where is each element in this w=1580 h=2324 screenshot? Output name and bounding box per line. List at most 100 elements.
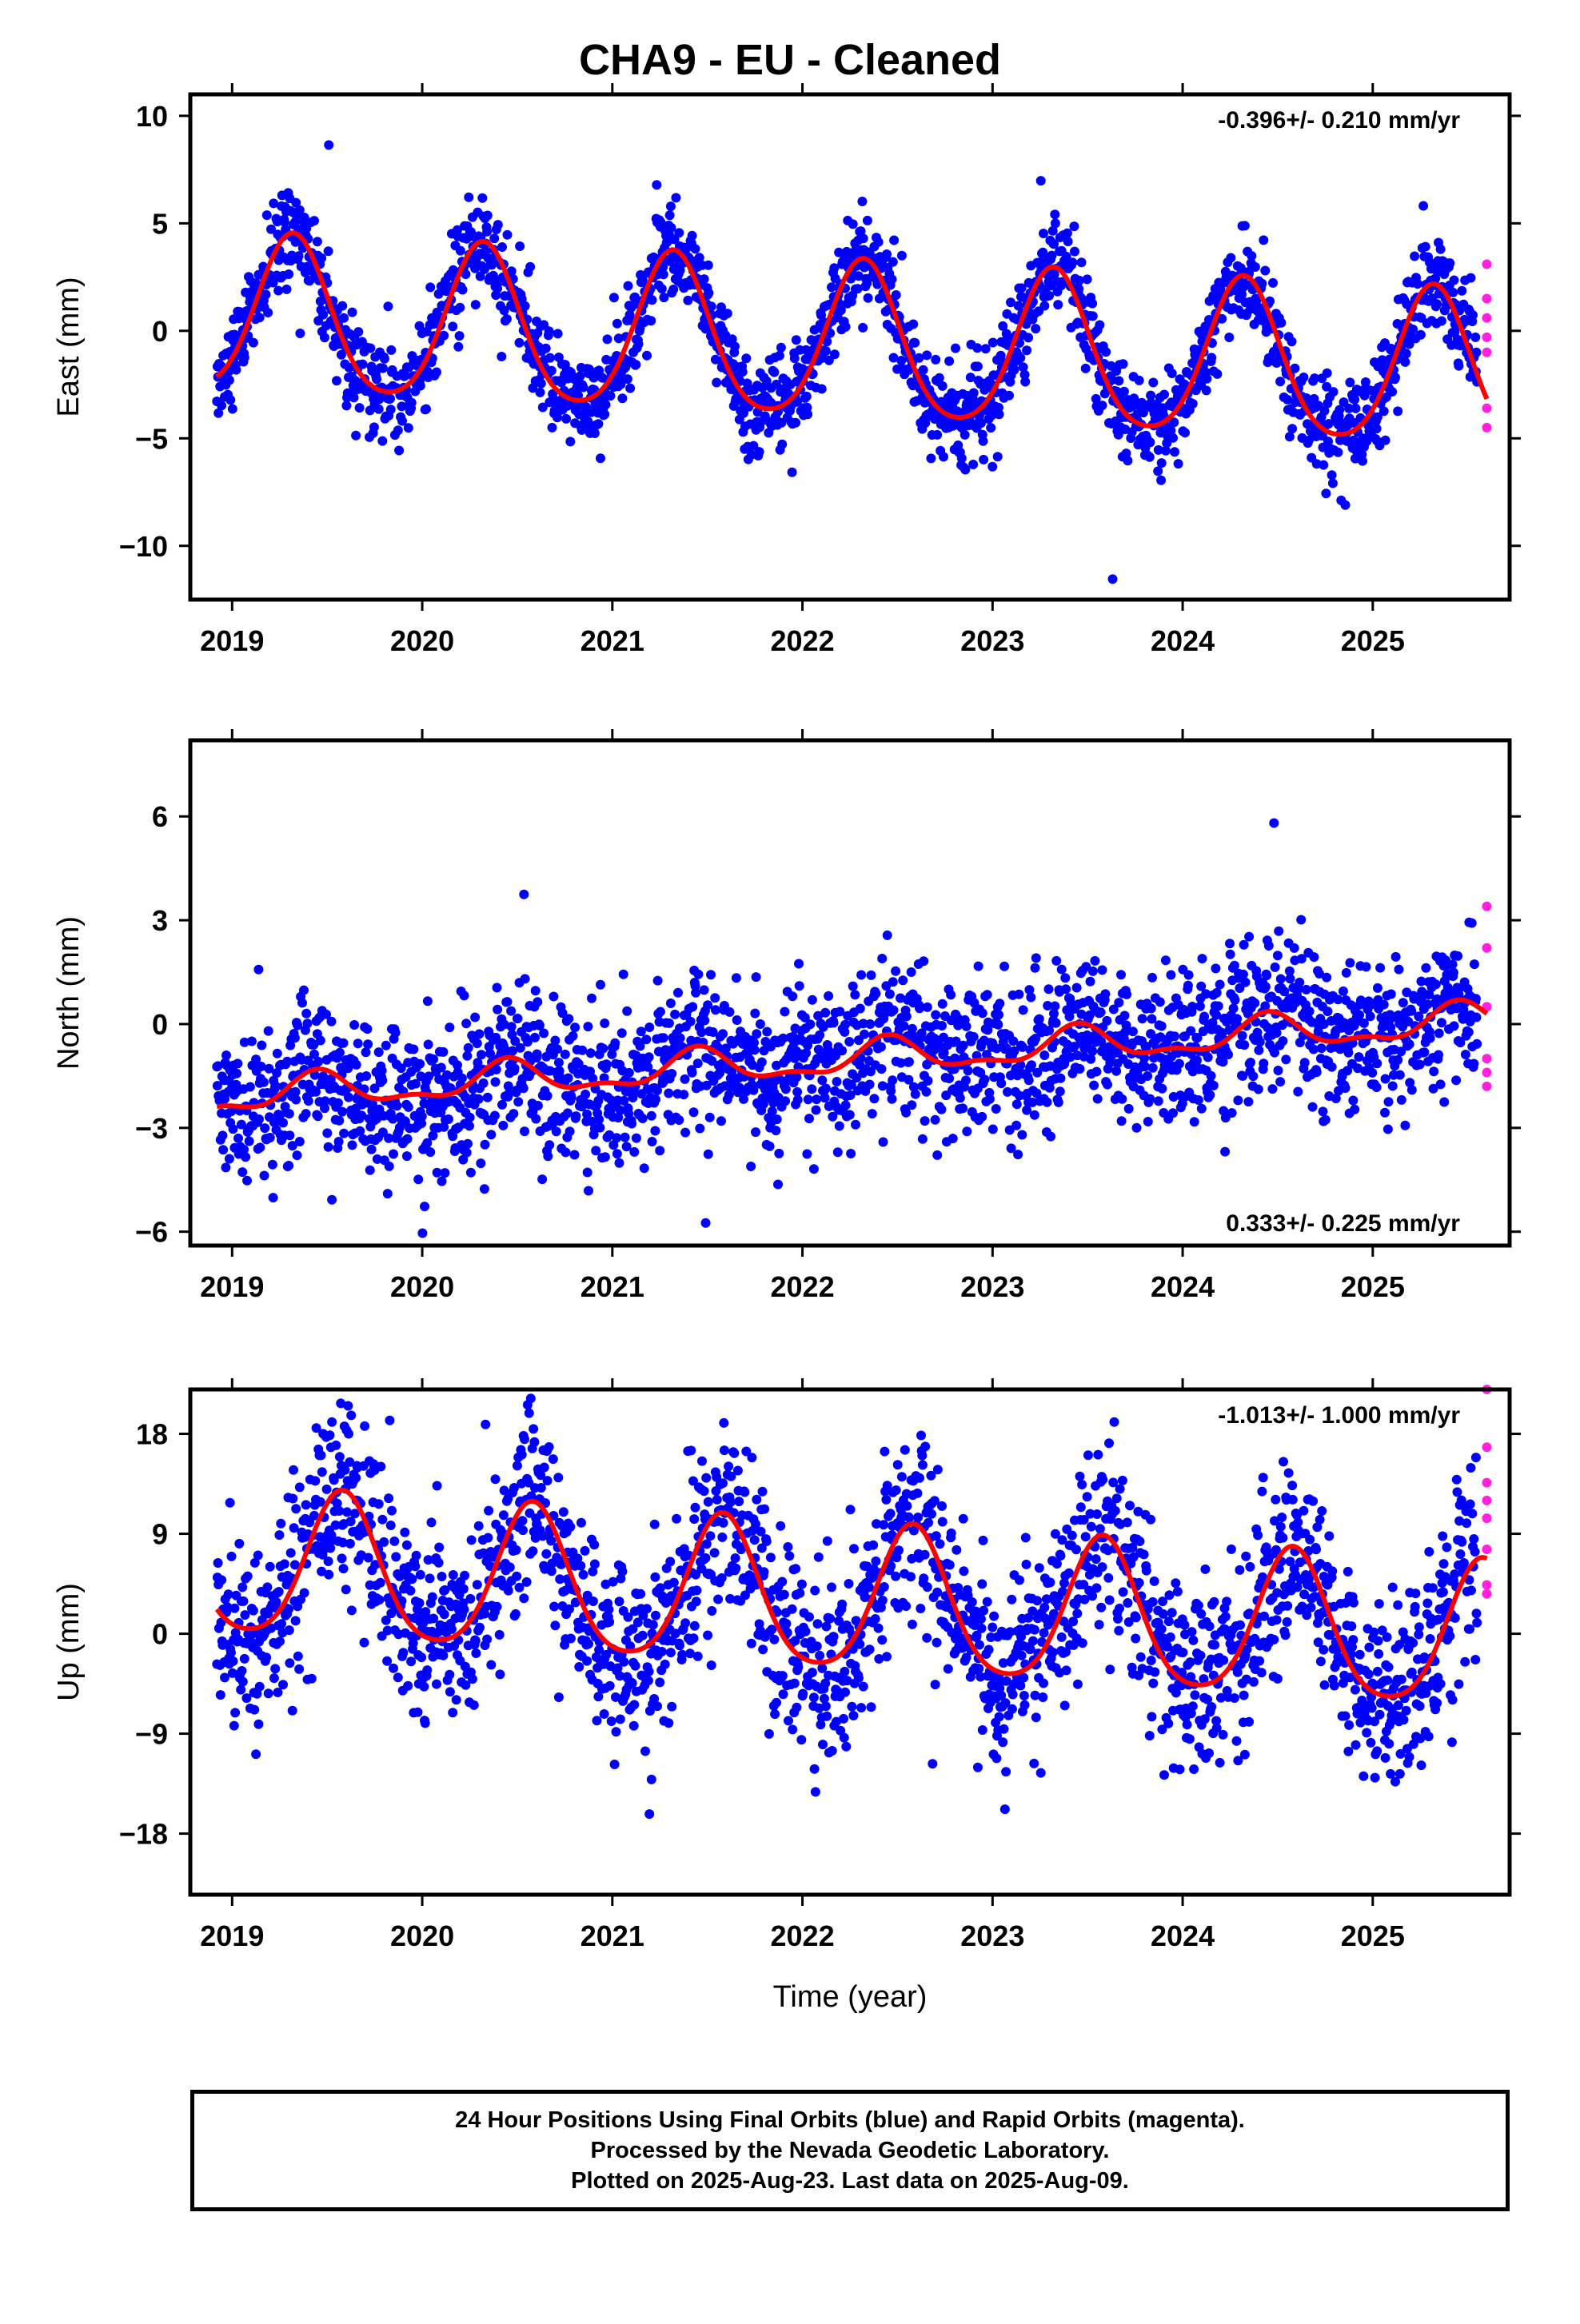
north-final-point [1027,1060,1036,1070]
east-final-point [960,430,970,440]
north-final-point [1322,973,1331,983]
north-final-point [440,1168,449,1178]
up-final-point [511,1609,521,1619]
east-final-point [986,423,995,433]
up-final-point [491,1474,501,1484]
north-final-point [648,1137,657,1146]
up-final-point [434,1543,444,1553]
north-final-point [1317,1043,1327,1053]
north-final-point [1421,963,1430,973]
up-final-point [416,1570,425,1580]
north-final-point [667,1069,676,1078]
east-final-point [646,316,656,325]
east-final-point [225,395,235,405]
north-final-point [877,1064,887,1074]
north-final-point [956,1093,965,1102]
north-final-point [483,1093,493,1102]
east-final-point [579,383,589,393]
up-final-point [419,1682,429,1692]
north-final-point [285,1109,294,1118]
north-final-point [640,1163,649,1173]
up-final-point [317,1467,327,1477]
east-final-point [348,308,357,317]
north-final-point [461,1018,471,1028]
east-final-point [318,310,328,320]
north-final-point [1122,990,1131,999]
up-final-point [391,1552,401,1561]
north-final-point [788,991,797,1001]
up-final-point [277,1619,286,1628]
north-final-point [846,1149,856,1158]
east-final-point [738,367,748,377]
north-final-point [622,1007,632,1016]
north-final-point [1120,1011,1130,1020]
east-final-point [979,436,988,446]
east-final-point [339,313,349,323]
north-final-point [1039,1050,1049,1060]
north-final-point [533,997,542,1007]
up-final-point [351,1473,361,1483]
east-final-point [888,274,897,284]
north-rapid-point [1482,1082,1491,1091]
east-final-point [931,355,940,365]
north-final-point [1061,984,1071,994]
north-final-point [619,970,628,979]
north-final-point [1386,990,1396,999]
east-final-point [704,261,713,270]
east-final-point [968,460,978,469]
east-final-point [377,436,387,446]
north-final-point [991,1104,1001,1114]
east-final-point [1445,258,1454,268]
east-final-point [802,392,812,401]
north-final-point [1211,963,1220,973]
east-final-point [502,314,512,324]
north-final-point [688,1002,697,1011]
north-final-point [1246,1058,1255,1067]
east-final-point [477,193,487,203]
north-final-point [1250,999,1259,1008]
north-final-point [980,1074,989,1084]
north-final-point [1192,1055,1202,1065]
east-final-point [383,301,393,311]
north-final-point [732,1015,742,1025]
up-final-point [553,1473,563,1482]
north-final-point [1472,1013,1482,1022]
north-final-point [1262,971,1271,980]
east-final-point [926,453,936,463]
north-final-point [1449,968,1458,978]
up-final-point [377,1515,387,1525]
north-final-point [567,1093,577,1102]
north-final-point [1295,978,1304,987]
up-final-point [495,1630,505,1640]
north-final-point [700,1016,709,1026]
east-final-point [1275,377,1285,386]
east-final-point [821,346,831,356]
east-final-point [1119,359,1128,369]
north-final-point [844,1037,854,1046]
up-final-point [581,1546,590,1556]
north-final-point [1226,950,1235,959]
up-final-point [273,1688,282,1697]
north-final-point [1381,1074,1390,1084]
north-final-point [600,1018,609,1028]
east-final-point [981,344,991,353]
east-final-point [730,341,740,351]
north-final-point [1366,1011,1375,1021]
up-final-point [213,1558,223,1568]
north-final-point [638,1114,648,1123]
up-final-point [217,1575,226,1585]
north-final-point [245,1082,255,1092]
north-final-point [564,1014,573,1023]
east-final-point [365,344,375,353]
east-final-point [1135,376,1144,385]
up-final-point [541,1549,551,1559]
up-final-point [285,1658,294,1668]
north-final-point [996,1078,1006,1088]
east-final-point [489,233,499,243]
east-final-point [1167,369,1177,378]
east-final-point [848,219,858,229]
north-final-point [804,1094,813,1104]
east-final-point [1287,337,1297,346]
east-final-point [1329,387,1339,397]
north-final-point [339,1129,349,1138]
